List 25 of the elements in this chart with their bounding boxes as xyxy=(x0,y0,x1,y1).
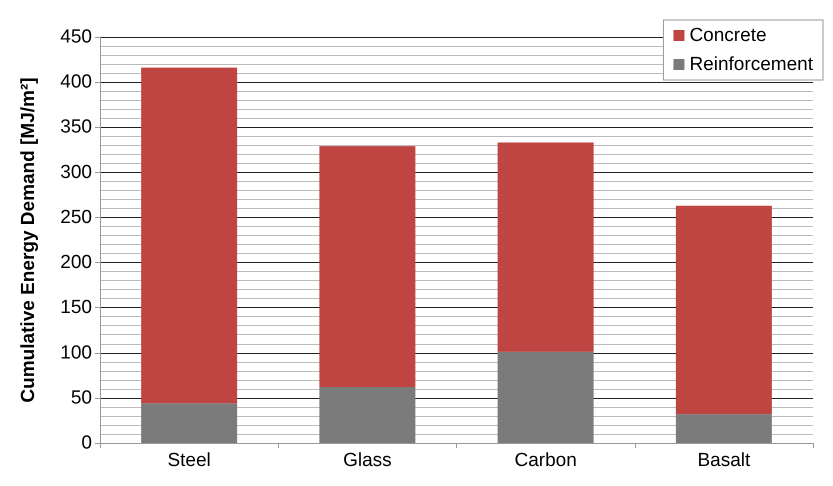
x-tick-label: Steel xyxy=(167,450,211,471)
bar xyxy=(141,403,238,443)
y-tick-label: 0 xyxy=(81,432,92,454)
y-tick-label: 400 xyxy=(60,72,92,93)
bar xyxy=(141,68,238,404)
bar xyxy=(676,414,772,443)
x-tick-label: Glass xyxy=(343,450,392,471)
legend-label: Reinforcement xyxy=(689,54,814,75)
y-tick-label: 50 xyxy=(70,387,92,408)
legend-label: Concrete xyxy=(689,25,767,46)
x-tick-label: Carbon xyxy=(514,450,577,471)
bar xyxy=(498,142,594,352)
x-tick-label: Basalt xyxy=(697,450,751,471)
bar xyxy=(498,352,594,443)
bar xyxy=(319,146,416,388)
y-axis-title: Cumulative Energy Demand [MJ/m²] xyxy=(18,77,39,403)
y-tick-label: 450 xyxy=(60,26,92,48)
y-tick-label: 250 xyxy=(60,206,92,228)
y-tick-label: 350 xyxy=(60,116,92,138)
y-tick-label: 150 xyxy=(60,297,92,318)
y-tick-label: 300 xyxy=(60,162,92,183)
bar xyxy=(319,387,416,443)
y-tick-label: 100 xyxy=(60,342,92,364)
y-tick-label: 200 xyxy=(60,252,92,274)
bar xyxy=(676,206,772,414)
